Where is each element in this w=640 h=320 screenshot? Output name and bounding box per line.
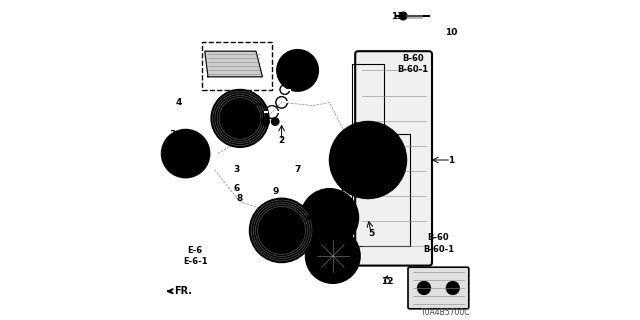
Circle shape	[306, 229, 360, 283]
Circle shape	[418, 282, 430, 294]
Circle shape	[193, 136, 196, 140]
Circle shape	[254, 120, 258, 124]
Text: T0A4B5700C: T0A4B5700C	[421, 308, 470, 317]
Circle shape	[353, 180, 358, 185]
Text: 13: 13	[390, 12, 403, 20]
Text: 3: 3	[170, 130, 176, 139]
Circle shape	[211, 90, 269, 147]
Circle shape	[313, 230, 317, 234]
Circle shape	[166, 152, 170, 156]
FancyBboxPatch shape	[355, 51, 432, 266]
Circle shape	[175, 136, 179, 140]
Text: E-6
E-6-1: E-6 E-6-1	[183, 246, 207, 266]
Text: 6: 6	[189, 143, 195, 152]
Circle shape	[250, 198, 314, 262]
Circle shape	[328, 195, 332, 199]
Text: 7: 7	[294, 165, 301, 174]
Circle shape	[161, 130, 210, 178]
Polygon shape	[205, 51, 262, 77]
Text: 10: 10	[445, 28, 458, 36]
Text: B-60
B-60-1: B-60 B-60-1	[397, 53, 428, 75]
Circle shape	[312, 200, 348, 235]
Circle shape	[342, 230, 346, 234]
Circle shape	[323, 246, 342, 266]
Bar	[352, 64, 384, 128]
Circle shape	[378, 135, 383, 140]
Circle shape	[312, 235, 354, 277]
Text: 9: 9	[272, 188, 278, 196]
Circle shape	[264, 120, 268, 124]
Circle shape	[223, 101, 258, 136]
Circle shape	[342, 201, 346, 205]
FancyBboxPatch shape	[408, 267, 468, 309]
Circle shape	[328, 236, 332, 240]
Circle shape	[274, 222, 290, 238]
Circle shape	[201, 152, 205, 156]
Circle shape	[307, 216, 311, 220]
Circle shape	[447, 282, 460, 294]
Circle shape	[271, 118, 279, 125]
Text: 4: 4	[176, 98, 182, 107]
Text: B-60
B-60-1: B-60 B-60-1	[423, 233, 454, 254]
Circle shape	[330, 122, 406, 198]
Circle shape	[262, 211, 301, 250]
Circle shape	[362, 154, 374, 166]
Text: 5: 5	[368, 229, 374, 238]
Circle shape	[175, 167, 179, 171]
Circle shape	[339, 131, 397, 189]
Circle shape	[399, 12, 407, 20]
Circle shape	[340, 157, 345, 163]
Circle shape	[378, 180, 383, 185]
Circle shape	[391, 157, 396, 163]
Circle shape	[348, 216, 352, 220]
Bar	[352, 134, 410, 246]
Circle shape	[179, 147, 192, 160]
Bar	[202, 42, 272, 90]
Text: 6: 6	[234, 184, 240, 193]
Circle shape	[322, 210, 338, 226]
Text: FR.: FR.	[168, 286, 192, 296]
Circle shape	[292, 66, 303, 75]
Text: 12: 12	[381, 277, 394, 286]
Text: 11: 11	[339, 200, 352, 209]
Circle shape	[301, 189, 358, 246]
Circle shape	[273, 120, 277, 124]
Text: 8: 8	[237, 194, 243, 203]
Text: 2: 2	[278, 136, 285, 145]
Circle shape	[193, 167, 196, 171]
Circle shape	[277, 50, 319, 91]
Circle shape	[285, 58, 310, 83]
Text: 8: 8	[192, 152, 198, 161]
Circle shape	[262, 118, 269, 125]
Circle shape	[313, 201, 317, 205]
Circle shape	[172, 139, 200, 168]
Circle shape	[252, 118, 260, 125]
Text: 1: 1	[448, 156, 454, 164]
Text: 3: 3	[234, 165, 240, 174]
Text: 7: 7	[272, 216, 278, 225]
Circle shape	[353, 135, 358, 140]
Circle shape	[234, 112, 246, 125]
Circle shape	[352, 144, 384, 176]
